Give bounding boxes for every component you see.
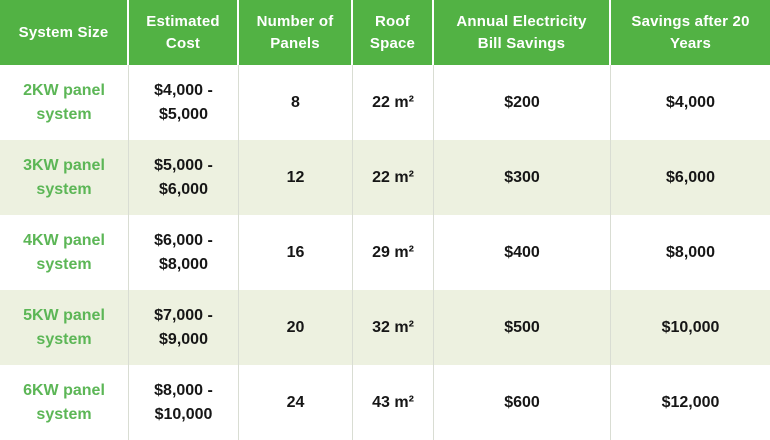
cell-number-of-panels: 8 — [239, 65, 353, 140]
cell-estimated-cost: $5,000 - $6,000 — [129, 140, 239, 215]
header-cell-roof-space: Roof Space — [353, 0, 434, 65]
cell-number-of-panels: 16 — [239, 215, 353, 290]
cell-savings-after-20-years: $6,000 — [611, 140, 770, 215]
cell-number-of-panels: 20 — [239, 290, 353, 365]
header-cell-savings-after-20-years: Savings after 20 Years — [611, 0, 770, 65]
cell-annual-bill-savings: $500 — [434, 290, 611, 365]
cell-estimated-cost: $8,000 - $10,000 — [129, 365, 239, 440]
cell-system-size: 5KW panel system — [0, 290, 129, 365]
cell-annual-bill-savings: $300 — [434, 140, 611, 215]
cell-system-size: 3KW panel system — [0, 140, 129, 215]
header-cell-estimated-cost: Estimated Cost — [129, 0, 239, 65]
header-cell-number-of-panels: Number of Panels — [239, 0, 353, 65]
cell-system-size: 6KW panel system — [0, 365, 129, 440]
cell-system-size: 4KW panel system — [0, 215, 129, 290]
cell-number-of-panels: 24 — [239, 365, 353, 440]
cell-estimated-cost: $7,000 - $9,000 — [129, 290, 239, 365]
cell-system-size: 2KW panel system — [0, 65, 129, 140]
cell-savings-after-20-years: $12,000 — [611, 365, 770, 440]
cell-savings-after-20-years: $4,000 — [611, 65, 770, 140]
cell-annual-bill-savings: $600 — [434, 365, 611, 440]
cell-roof-space: 32 m² — [353, 290, 434, 365]
cell-roof-space: 43 m² — [353, 365, 434, 440]
header-cell-annual-bill-savings: Annual Electricity Bill Savings — [434, 0, 611, 65]
cell-savings-after-20-years: $8,000 — [611, 215, 770, 290]
cell-roof-space: 29 m² — [353, 215, 434, 290]
cell-savings-after-20-years: $10,000 — [611, 290, 770, 365]
header-cell-system-size: System Size — [0, 0, 129, 65]
cell-estimated-cost: $6,000 - $8,000 — [129, 215, 239, 290]
cell-roof-space: 22 m² — [353, 65, 434, 140]
cell-annual-bill-savings: $400 — [434, 215, 611, 290]
cell-estimated-cost: $4,000 - $5,000 — [129, 65, 239, 140]
cell-number-of-panels: 12 — [239, 140, 353, 215]
cell-roof-space: 22 m² — [353, 140, 434, 215]
cell-annual-bill-savings: $200 — [434, 65, 611, 140]
